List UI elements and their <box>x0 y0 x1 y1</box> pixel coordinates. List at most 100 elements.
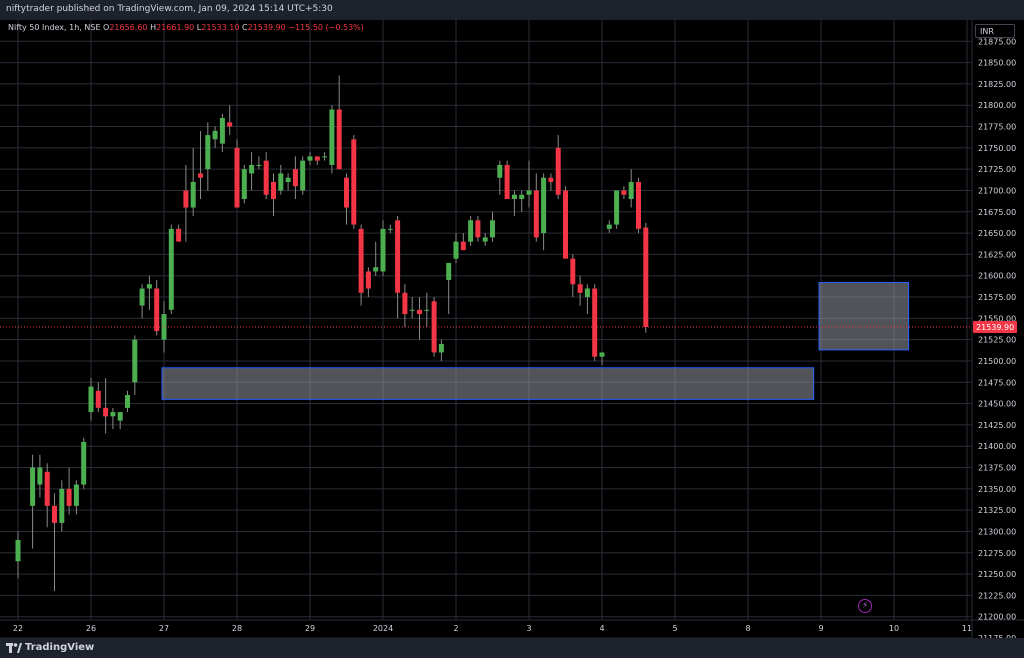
candle-body <box>606 224 612 229</box>
candle-body <box>132 339 138 383</box>
y-tick-label: 21300.00 <box>978 527 1016 536</box>
candle-body <box>73 484 79 506</box>
open-value: 21656.60 <box>109 23 148 32</box>
candle-body <box>161 314 167 340</box>
candle-body <box>380 228 386 272</box>
candle-body <box>468 220 474 242</box>
candle-body <box>584 288 590 298</box>
y-tick-label: 21700.00 <box>978 186 1016 195</box>
y-tick-label: 21225.00 <box>978 591 1016 600</box>
candle-body <box>344 177 349 208</box>
candle-body <box>263 160 269 195</box>
candle-body <box>475 220 481 238</box>
high-value: 21661.90 <box>156 23 195 32</box>
symbol-title: Nifty 50 Index, 1h, NSE <box>8 23 101 32</box>
y-tick-label: 21325.00 <box>978 506 1016 515</box>
footer-brand: TradingView <box>25 642 95 653</box>
candle-body <box>336 109 342 170</box>
candle-body <box>431 301 437 353</box>
candle-body <box>176 228 182 242</box>
candle-body <box>533 190 539 238</box>
candle-body <box>504 164 510 200</box>
candle-body <box>628 181 634 200</box>
candle-body <box>125 395 130 408</box>
x-tick-label: 22 <box>13 624 23 633</box>
candle-body <box>59 488 65 523</box>
candle-body <box>88 386 94 413</box>
candlestick-chart[interactable]: 21175.0021200.0021225.0021250.0021275.00… <box>0 20 1024 643</box>
candle-body <box>66 488 72 506</box>
publish-info-text: niftytrader published on TradingView.com… <box>6 4 333 14</box>
candle-body <box>154 288 160 332</box>
candle-body <box>417 309 422 315</box>
candle-body <box>395 220 401 293</box>
candle-body <box>519 194 525 200</box>
x-tick-label: 2024 <box>373 624 393 633</box>
tradingview-logo-icon <box>6 643 22 653</box>
candle-body <box>563 190 568 259</box>
y-tick-label: 21725.00 <box>978 165 1016 174</box>
candle-body <box>482 237 488 242</box>
high-label: H <box>150 23 157 32</box>
y-tick-label: 21250.00 <box>978 570 1016 579</box>
candle-body <box>438 343 444 353</box>
low-label: L <box>196 23 202 32</box>
x-tick-label: 5 <box>672 624 677 633</box>
candle-body <box>278 173 284 191</box>
x-tick-label: 10 <box>889 624 899 633</box>
y-tick-label: 21875.00 <box>978 37 1016 46</box>
candle-body <box>212 130 218 140</box>
currency-selector[interactable]: INR <box>975 24 1015 38</box>
x-tick-label: 27 <box>159 624 169 633</box>
y-tick-label: 21550.00 <box>978 314 1016 323</box>
close-label: C <box>241 23 248 32</box>
candle-body <box>599 352 605 357</box>
candle-body <box>358 228 364 293</box>
candle-body <box>227 122 233 127</box>
candle-body <box>300 160 306 191</box>
y-tick-label: 21750.00 <box>978 144 1016 153</box>
candle-body <box>183 190 189 208</box>
candle-body <box>402 292 408 315</box>
change-value: −115.50 (−0.53%) <box>288 23 364 32</box>
candle-body <box>117 412 123 421</box>
y-tick-label: 21625.00 <box>978 250 1016 259</box>
y-tick-label: 21425.00 <box>978 421 1016 430</box>
candle-body <box>614 190 620 225</box>
candle-body <box>271 181 276 200</box>
candle-body <box>44 471 50 506</box>
y-tick-label: 21525.00 <box>978 336 1016 345</box>
y-tick-label: 21275.00 <box>978 549 1016 558</box>
y-tick-label: 21475.00 <box>978 378 1016 387</box>
candle-body <box>52 505 57 523</box>
recent-zone <box>818 282 910 351</box>
candle-body <box>526 190 532 195</box>
y-tick-label: 21775.00 <box>978 123 1016 132</box>
candle-body <box>15 539 21 562</box>
x-tick-label: 9 <box>818 624 823 633</box>
open-label: O <box>103 23 110 32</box>
candle-body <box>95 390 101 408</box>
candle-body <box>103 407 109 417</box>
y-tick-label: 21575.00 <box>978 293 1016 302</box>
candle-body <box>314 156 320 161</box>
candle-body <box>190 181 196 208</box>
y-tick-label: 21675.00 <box>978 208 1016 217</box>
candle-body <box>322 156 328 158</box>
lightning-icon[interactable]: ⚡ <box>858 599 872 613</box>
candle-body <box>460 241 466 251</box>
candle-body <box>548 177 554 182</box>
demand-zone <box>161 367 815 400</box>
x-tick-label: 26 <box>86 624 96 633</box>
y-tick-label: 21850.00 <box>978 59 1016 68</box>
x-tick-label: 11 <box>962 624 972 633</box>
candle-body <box>329 109 335 165</box>
candle-body <box>555 147 561 195</box>
candle-body <box>387 228 393 230</box>
candle-body <box>168 228 174 310</box>
chart-area[interactable]: 21175.0021200.0021225.0021250.0021275.00… <box>0 20 1024 643</box>
x-tick-label: 29 <box>305 624 315 633</box>
y-tick-label: 21600.00 <box>978 272 1016 281</box>
candle-body <box>205 135 211 170</box>
candle-body <box>636 181 641 229</box>
